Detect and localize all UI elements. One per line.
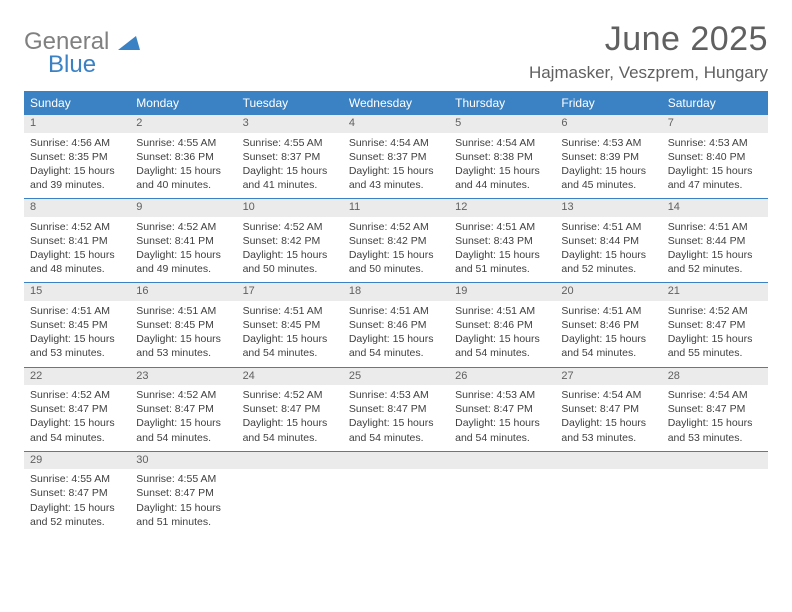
daynum-row: 1234567 — [24, 115, 768, 133]
day-number-cell: 1 — [24, 115, 130, 133]
day-number-cell: 6 — [555, 115, 661, 133]
daynum-row: 22232425262728 — [24, 367, 768, 385]
day-number-cell: 11 — [343, 199, 449, 217]
day-number-cell: 24 — [237, 367, 343, 385]
dayname-sun: Sunday — [24, 92, 130, 115]
logo: General Blue — [24, 30, 140, 77]
day-content-cell — [343, 469, 449, 535]
day-content-cell: Sunrise: 4:51 AMSunset: 8:46 PMDaylight:… — [449, 301, 555, 367]
content-row: Sunrise: 4:52 AMSunset: 8:41 PMDaylight:… — [24, 217, 768, 283]
day-content-cell: Sunrise: 4:54 AMSunset: 8:38 PMDaylight:… — [449, 133, 555, 199]
day-content-cell: Sunrise: 4:53 AMSunset: 8:40 PMDaylight:… — [662, 133, 768, 199]
month-title: June 2025 — [529, 20, 768, 59]
location: Hajmasker, Veszprem, Hungary — [529, 63, 768, 83]
content-row: Sunrise: 4:55 AMSunset: 8:47 PMDaylight:… — [24, 469, 768, 535]
day-number-cell: 5 — [449, 115, 555, 133]
dayname-wed: Wednesday — [343, 92, 449, 115]
day-content-cell: Sunrise: 4:54 AMSunset: 8:37 PMDaylight:… — [343, 133, 449, 199]
day-content-cell: Sunrise: 4:52 AMSunset: 8:47 PMDaylight:… — [24, 385, 130, 451]
day-content-cell — [237, 469, 343, 535]
day-number-cell — [237, 451, 343, 469]
day-content-cell: Sunrise: 4:55 AMSunset: 8:47 PMDaylight:… — [24, 469, 130, 535]
day-content-cell: Sunrise: 4:51 AMSunset: 8:43 PMDaylight:… — [449, 217, 555, 283]
day-content-cell: Sunrise: 4:51 AMSunset: 8:44 PMDaylight:… — [662, 217, 768, 283]
day-number-cell: 18 — [343, 283, 449, 301]
content-row: Sunrise: 4:51 AMSunset: 8:45 PMDaylight:… — [24, 301, 768, 367]
day-content-cell: Sunrise: 4:52 AMSunset: 8:47 PMDaylight:… — [130, 385, 236, 451]
logo-text-blue: Blue — [48, 53, 140, 77]
day-content-cell: Sunrise: 4:51 AMSunset: 8:44 PMDaylight:… — [555, 217, 661, 283]
day-number-cell: 14 — [662, 199, 768, 217]
day-number-cell: 22 — [24, 367, 130, 385]
day-number-cell: 20 — [555, 283, 661, 301]
dayname-fri: Friday — [555, 92, 661, 115]
calendar-table: Sunday Monday Tuesday Wednesday Thursday… — [24, 91, 768, 535]
day-number-cell: 29 — [24, 451, 130, 469]
dayname-thu: Thursday — [449, 92, 555, 115]
day-content-cell: Sunrise: 4:52 AMSunset: 8:47 PMDaylight:… — [237, 385, 343, 451]
day-number-cell: 13 — [555, 199, 661, 217]
day-number-cell: 19 — [449, 283, 555, 301]
daynum-row: 891011121314 — [24, 199, 768, 217]
day-number-cell: 3 — [237, 115, 343, 133]
day-number-cell — [343, 451, 449, 469]
day-number-cell: 4 — [343, 115, 449, 133]
day-number-cell: 21 — [662, 283, 768, 301]
day-content-cell: Sunrise: 4:55 AMSunset: 8:47 PMDaylight:… — [130, 469, 236, 535]
day-content-cell: Sunrise: 4:53 AMSunset: 8:47 PMDaylight:… — [343, 385, 449, 451]
day-content-cell: Sunrise: 4:52 AMSunset: 8:42 PMDaylight:… — [237, 217, 343, 283]
day-number-cell — [662, 451, 768, 469]
day-number-cell: 9 — [130, 199, 236, 217]
day-content-cell: Sunrise: 4:52 AMSunset: 8:47 PMDaylight:… — [662, 301, 768, 367]
dayname-tue: Tuesday — [237, 92, 343, 115]
day-content-cell: Sunrise: 4:55 AMSunset: 8:36 PMDaylight:… — [130, 133, 236, 199]
day-content-cell: Sunrise: 4:53 AMSunset: 8:47 PMDaylight:… — [449, 385, 555, 451]
dayname-mon: Monday — [130, 92, 236, 115]
day-number-cell: 27 — [555, 367, 661, 385]
day-content-cell: Sunrise: 4:54 AMSunset: 8:47 PMDaylight:… — [555, 385, 661, 451]
day-number-cell: 30 — [130, 451, 236, 469]
day-number-cell — [449, 451, 555, 469]
day-content-cell: Sunrise: 4:51 AMSunset: 8:46 PMDaylight:… — [555, 301, 661, 367]
day-number-cell: 26 — [449, 367, 555, 385]
day-content-cell: Sunrise: 4:51 AMSunset: 8:45 PMDaylight:… — [237, 301, 343, 367]
content-row: Sunrise: 4:56 AMSunset: 8:35 PMDaylight:… — [24, 133, 768, 199]
dayname-sat: Saturday — [662, 92, 768, 115]
title-block: June 2025 Hajmasker, Veszprem, Hungary — [529, 20, 768, 83]
day-content-cell: Sunrise: 4:56 AMSunset: 8:35 PMDaylight:… — [24, 133, 130, 199]
logo-triangle-icon — [118, 34, 140, 55]
day-content-cell: Sunrise: 4:52 AMSunset: 8:41 PMDaylight:… — [130, 217, 236, 283]
day-content-cell: Sunrise: 4:55 AMSunset: 8:37 PMDaylight:… — [237, 133, 343, 199]
day-content-cell: Sunrise: 4:52 AMSunset: 8:41 PMDaylight:… — [24, 217, 130, 283]
day-number-cell — [555, 451, 661, 469]
day-number-cell: 15 — [24, 283, 130, 301]
day-content-cell: Sunrise: 4:52 AMSunset: 8:42 PMDaylight:… — [343, 217, 449, 283]
dayname-row: Sunday Monday Tuesday Wednesday Thursday… — [24, 92, 768, 115]
day-number-cell: 10 — [237, 199, 343, 217]
day-number-cell: 23 — [130, 367, 236, 385]
day-number-cell: 16 — [130, 283, 236, 301]
day-number-cell: 28 — [662, 367, 768, 385]
day-content-cell: Sunrise: 4:51 AMSunset: 8:45 PMDaylight:… — [130, 301, 236, 367]
day-content-cell: Sunrise: 4:54 AMSunset: 8:47 PMDaylight:… — [662, 385, 768, 451]
day-content-cell: Sunrise: 4:51 AMSunset: 8:45 PMDaylight:… — [24, 301, 130, 367]
daynum-row: 2930 — [24, 451, 768, 469]
header: General Blue June 2025 Hajmasker, Veszpr… — [24, 20, 768, 83]
day-content-cell: Sunrise: 4:53 AMSunset: 8:39 PMDaylight:… — [555, 133, 661, 199]
day-number-cell: 25 — [343, 367, 449, 385]
day-content-cell — [662, 469, 768, 535]
content-row: Sunrise: 4:52 AMSunset: 8:47 PMDaylight:… — [24, 385, 768, 451]
day-number-cell: 2 — [130, 115, 236, 133]
daynum-row: 15161718192021 — [24, 283, 768, 301]
day-number-cell: 8 — [24, 199, 130, 217]
day-content-cell: Sunrise: 4:51 AMSunset: 8:46 PMDaylight:… — [343, 301, 449, 367]
day-number-cell: 17 — [237, 283, 343, 301]
day-content-cell — [449, 469, 555, 535]
day-content-cell — [555, 469, 661, 535]
day-number-cell: 7 — [662, 115, 768, 133]
day-number-cell: 12 — [449, 199, 555, 217]
